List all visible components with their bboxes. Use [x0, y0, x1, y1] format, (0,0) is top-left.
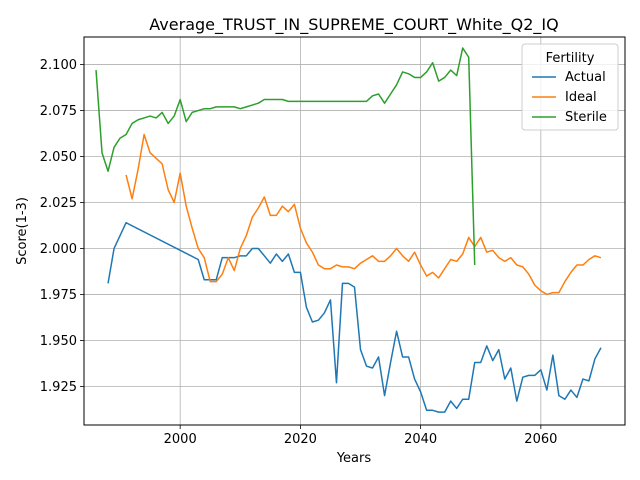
y-tick-label: 2.100 [40, 58, 77, 73]
chart-title: Average_TRUST_IN_SUPREME_COURT_White_Q2_… [149, 15, 558, 35]
y-tick-label: 2.050 [40, 150, 77, 165]
plot-frame [83, 36, 626, 426]
x-ticks: 2000 2020 2040 2060 [164, 425, 557, 447]
y-axis-label: Score(1-3) [15, 197, 30, 265]
legend-box [521, 43, 619, 131]
series-line-actual [107, 221, 602, 413]
legend-label-ideal: Ideal [565, 90, 597, 105]
x-axis-label: Years [336, 451, 372, 466]
series-lines [95, 47, 602, 413]
legend: Fertility Actual Ideal Sterile [521, 43, 619, 131]
x-tick-label: 2040 [404, 432, 437, 447]
y-tick-label: 1.950 [40, 334, 77, 349]
legend-label-actual: Actual [565, 70, 606, 85]
series-line-ideal [125, 133, 602, 296]
x-tick-label: 2020 [284, 432, 317, 447]
y-ticks: 1.925 1.950 1.975 2.000 2.025 2.050 2.075 2.100 [40, 58, 84, 395]
y-tick-label: 2.025 [40, 196, 77, 211]
y-tick-label: 2.000 [40, 242, 77, 257]
x-tick-label: 2000 [164, 432, 197, 447]
series-line-sterile [95, 47, 476, 266]
legend-label-sterile: Sterile [565, 110, 607, 125]
y-tick-label: 1.975 [40, 288, 77, 303]
legend-title: Fertility [546, 51, 595, 66]
y-tick-label: 2.075 [40, 104, 77, 119]
y-tick-label: 1.925 [40, 380, 77, 395]
x-tick-label: 2060 [524, 432, 557, 447]
